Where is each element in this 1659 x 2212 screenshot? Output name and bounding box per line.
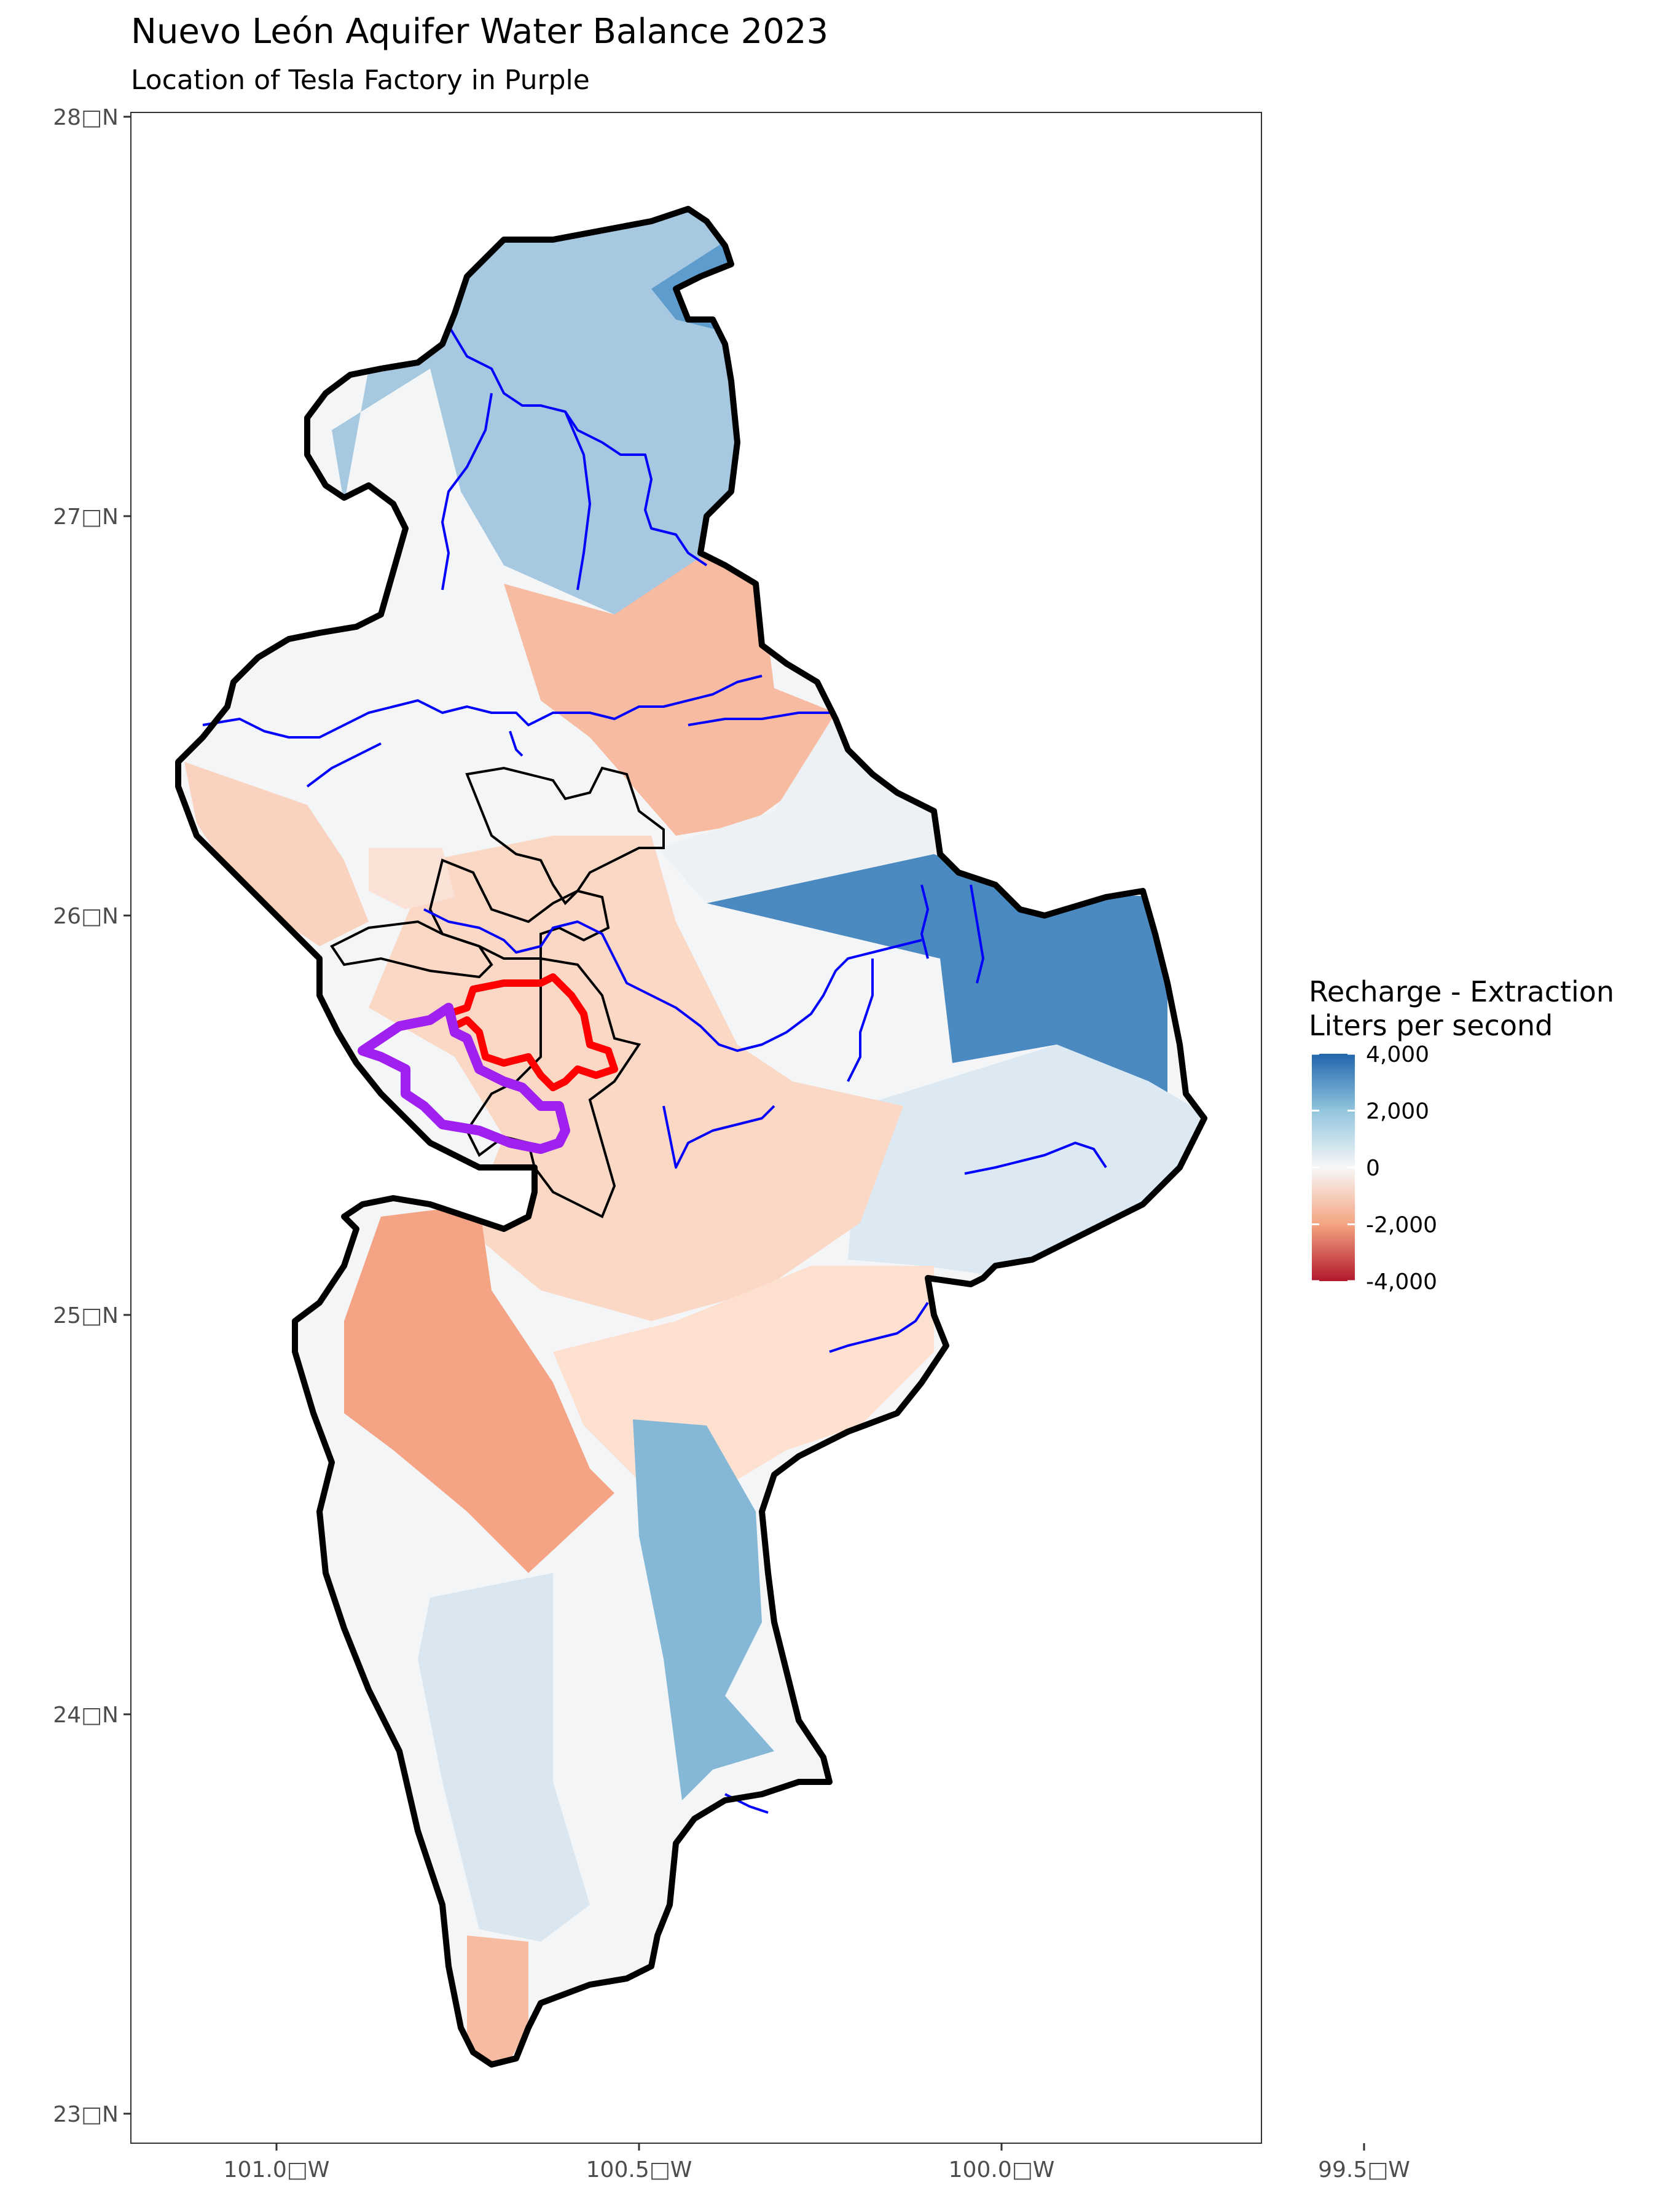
monterrey-metro-outline (445, 973, 618, 1091)
rivers (202, 324, 1107, 1814)
map-subtitle: Location of Tesla Factory in Purple (131, 65, 590, 96)
map-title: Nuevo León Aquifer Water Balance 2023 (131, 12, 828, 52)
tesla-factory-area (358, 1003, 570, 1154)
x-tick-label: 99.5□W (1318, 2157, 1410, 2183)
aquifer-region-south-lightblue (418, 1573, 590, 1942)
x-tick-label: 100.0□W (949, 2157, 1055, 2183)
aquifer-region-east (707, 854, 1204, 1124)
legend-tick-label: 2,000 (1366, 1099, 1429, 1124)
river-segment (688, 712, 836, 726)
river-segment (423, 908, 922, 1052)
y-tick-label: 27□N (53, 504, 119, 530)
river-segment (662, 1105, 775, 1169)
aquifer-region-south-blue (633, 1419, 774, 1800)
river-segment (564, 411, 591, 590)
legend-title-line2: Liters per second (1309, 1009, 1553, 1042)
river-segment (509, 731, 524, 757)
municipality-outline-north (465, 766, 665, 906)
y-tick-label: 28□N (53, 105, 119, 130)
river-segment (964, 1142, 1107, 1175)
x-tick-label: 101.0□W (224, 2157, 330, 2183)
river-segment (441, 393, 493, 590)
metro-municipalities (330, 766, 665, 1218)
legend-tick-label: 4,000 (1366, 1042, 1429, 1067)
river-segment (829, 1301, 929, 1353)
aquifer-region-south-tip (467, 1936, 528, 2065)
y-tick-label: 25□N (53, 1303, 119, 1328)
aquifer-region-southwest (344, 1204, 614, 1573)
river-segment (306, 742, 382, 788)
river-segment (970, 884, 984, 984)
legend-tick-label: 0 (1366, 1156, 1380, 1181)
legend-ticks: 4,000 2,000 0 -2,000 -4,000 (1312, 1042, 1437, 1295)
y-tick-label: 26□N (53, 904, 119, 929)
legend-tick-label: -2,000 (1366, 1213, 1437, 1238)
legend-title-line1: Recharge - Extraction (1309, 975, 1614, 1008)
legend: Recharge - Extraction Liters per second … (1309, 975, 1614, 1295)
aquifer-region-west (184, 762, 369, 946)
legend-tick-label: -4,000 (1366, 1269, 1437, 1295)
municipality-outline-south (465, 957, 641, 1218)
river-segment (920, 884, 929, 959)
aquifer-region-north-central (504, 553, 836, 836)
river-segment (447, 324, 708, 567)
y-axis: 28□N 27□N 26□N 25□N 24□N 23□N (53, 105, 131, 2127)
nuevo-leon-state-outline (175, 206, 1207, 2068)
river-segment (202, 675, 763, 739)
y-tick-label: 24□N (53, 1703, 119, 1728)
y-tick-label: 23□N (53, 2102, 119, 2127)
municipality-outline-west (330, 920, 493, 979)
x-tick-label: 100.5□W (586, 2157, 692, 2183)
river-segment (847, 959, 874, 1082)
